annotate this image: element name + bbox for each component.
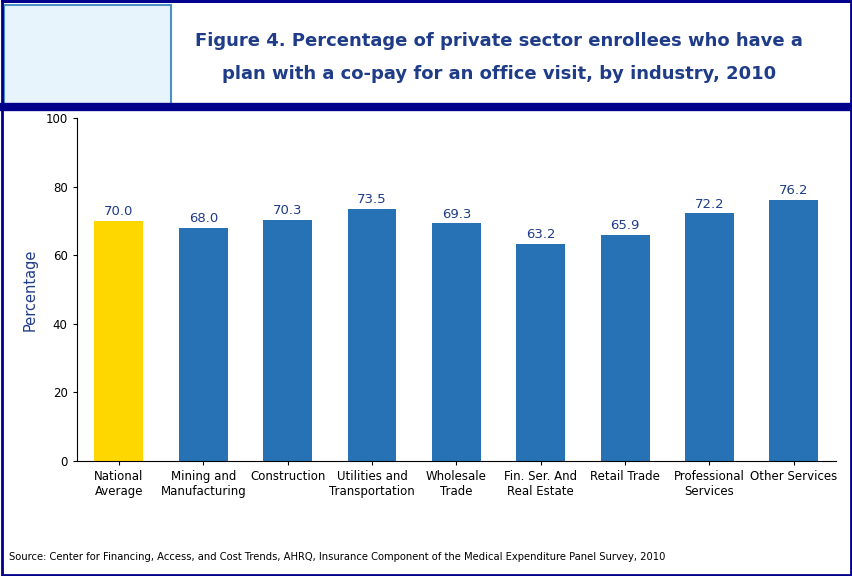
Bar	[179, 228, 227, 461]
Text: 76.2: 76.2	[778, 184, 808, 197]
Y-axis label: Percentage: Percentage	[22, 248, 37, 331]
Text: plan with a co-pay for an office visit, by industry, 2010: plan with a co-pay for an office visit, …	[222, 65, 775, 83]
Text: 72.2: 72.2	[694, 198, 723, 211]
Text: 65.9: 65.9	[610, 219, 639, 232]
Text: 63.2: 63.2	[526, 229, 555, 241]
Text: Source: Center for Financing, Access, and Cost Trends, AHRQ, Insurance Component: Source: Center for Financing, Access, an…	[9, 552, 664, 562]
Text: 69.3: 69.3	[441, 207, 470, 221]
Text: 73.5: 73.5	[357, 193, 386, 206]
Text: 70.0: 70.0	[104, 205, 134, 218]
Bar	[515, 244, 565, 461]
Bar	[684, 213, 733, 461]
Bar	[263, 220, 312, 461]
Text: 70.3: 70.3	[273, 204, 302, 217]
Text: Figure 4. Percentage of private sector enrollees who have a: Figure 4. Percentage of private sector e…	[195, 32, 802, 51]
Bar	[431, 223, 481, 461]
Bar	[95, 221, 143, 461]
Bar	[600, 235, 648, 461]
Bar	[347, 209, 396, 461]
Text: 68.0: 68.0	[188, 212, 217, 225]
Bar	[769, 200, 817, 461]
